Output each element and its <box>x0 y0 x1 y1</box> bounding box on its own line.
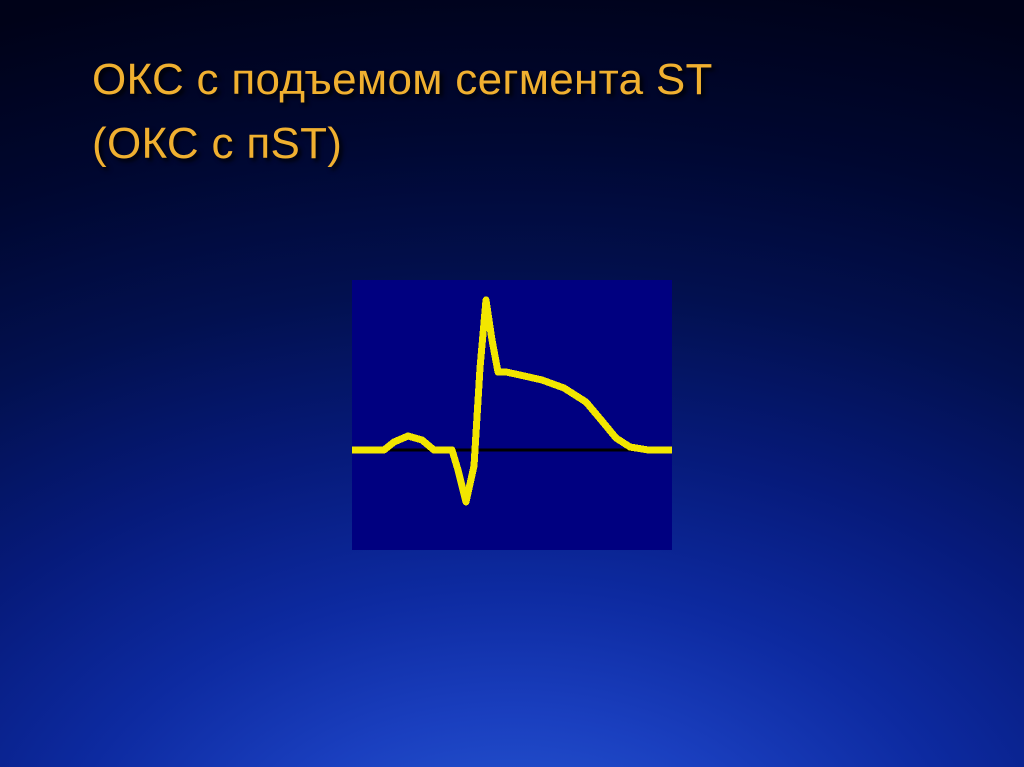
ecg-panel <box>352 280 672 550</box>
title-line-2: (ОКС с пST) <box>92 119 342 168</box>
ecg-waveform <box>352 280 672 550</box>
ecg-trace <box>352 300 672 502</box>
slide: ОКС с подъемом сегмента ST (ОКС с пST) <box>0 0 1024 767</box>
title-line-1: ОКС с подъемом сегмента ST <box>92 55 713 104</box>
slide-title: ОКС с подъемом сегмента ST (ОКС с пST) <box>92 48 713 176</box>
